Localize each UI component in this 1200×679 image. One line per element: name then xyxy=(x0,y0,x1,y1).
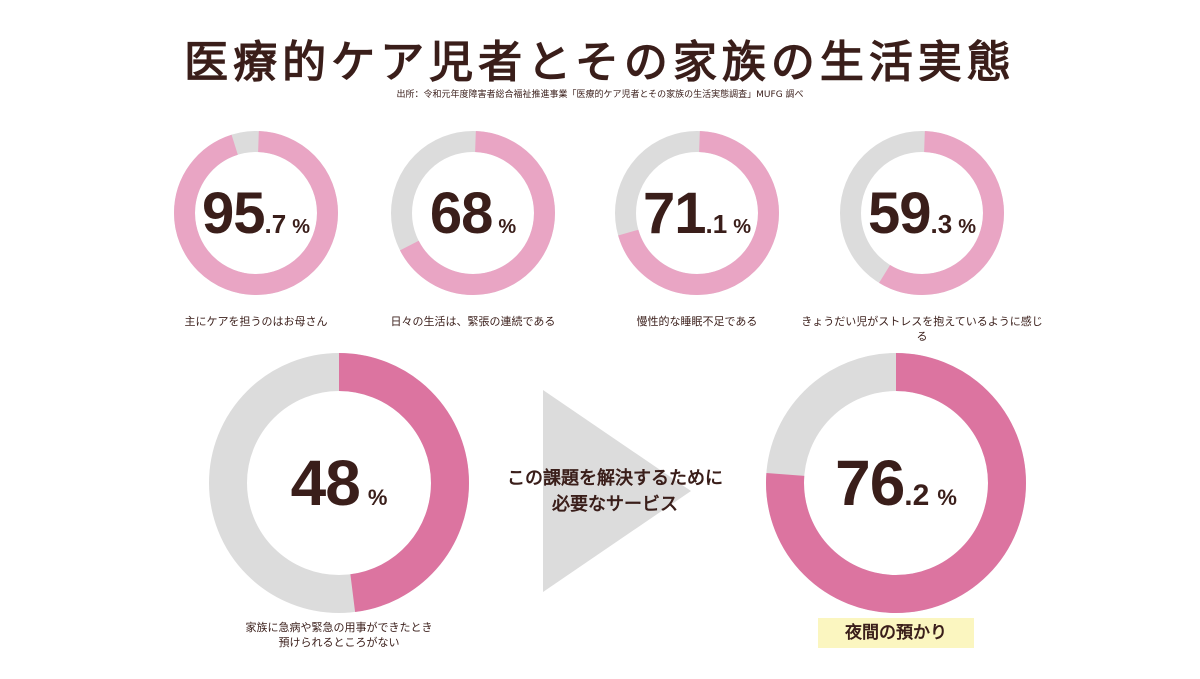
percent-decimal: .7 xyxy=(264,209,287,239)
percent-unit: % xyxy=(498,216,517,238)
caption-siblings: きょうだい児がストレスを抱えているように感じる xyxy=(801,315,1043,343)
percent-integer: 95 xyxy=(202,181,266,246)
caption-tension: 日々の生活は、緊張の連続である xyxy=(390,315,556,328)
service-heading: この課題を解決するために 必要なサービス xyxy=(470,466,760,518)
donut-value-arc xyxy=(391,131,555,295)
caption-line-1: 家族に急病や緊急の用事ができたとき xyxy=(245,621,433,634)
percent-decimal: .2 xyxy=(904,479,930,512)
donut-value-arc xyxy=(615,131,779,295)
percent-integer: 68 xyxy=(429,181,494,246)
donut-chart-night-care xyxy=(766,353,1026,613)
percent-label-night-care: 76.2% xyxy=(766,446,1026,520)
percent-decimal: .3 xyxy=(930,209,953,239)
percent-integer: 59 xyxy=(868,181,932,246)
percent-decimal: .1 xyxy=(705,209,728,239)
percent-label-tension: 68% xyxy=(391,180,555,247)
percent-unit: % xyxy=(937,485,957,510)
percent-label-care-mother: 95.7% xyxy=(174,180,338,247)
donut-chart-no-childcare xyxy=(209,353,469,613)
arrow-shape xyxy=(543,390,691,592)
play-arrow-icon xyxy=(543,390,691,592)
donut-chart-care-mother xyxy=(174,131,338,295)
percent-unit: % xyxy=(367,485,388,510)
donut-chart-sleep xyxy=(615,131,779,295)
donut-chart-siblings xyxy=(840,131,1004,295)
page-title: 医療的ケア児者とその家族の生活実態 xyxy=(184,37,1016,88)
service-heading-line-1: この課題を解決するために xyxy=(507,468,723,489)
percent-integer: 76 xyxy=(835,447,905,519)
percent-label-siblings: 59.3% xyxy=(840,180,1004,247)
donut-value-arc xyxy=(766,353,1026,613)
donut-chart-tension xyxy=(391,131,555,295)
caption-sleep: 慢性的な睡眠不足である xyxy=(636,315,758,328)
percent-integer: 48 xyxy=(290,447,361,519)
percent-label-sleep: 71.1% xyxy=(615,180,779,247)
percent-label-no-childcare: 48% xyxy=(209,446,469,520)
percent-unit: % xyxy=(958,216,976,238)
source-note: 出所：令和元年度障害者総合福祉推進事業「医療的ケア児者とその家族の生活実態調査」… xyxy=(396,90,804,100)
caption-no-childcare: 家族に急病や緊急の用事ができたとき 預けられるところがない xyxy=(199,620,479,650)
donut-value-arc xyxy=(840,131,1004,295)
percent-unit: % xyxy=(733,216,751,238)
donut-value-arc xyxy=(174,131,338,295)
caption-line-2: 預けられるところがない xyxy=(278,636,400,649)
caption-care-mother: 主にケアを担うのはお母さん xyxy=(184,315,328,328)
percent-unit: % xyxy=(292,216,310,238)
night-care-label: 夜間の預かり xyxy=(818,618,974,648)
percent-integer: 71 xyxy=(643,181,707,246)
service-heading-line-2: 必要なサービス xyxy=(552,494,678,515)
donut-value-arc xyxy=(209,353,469,613)
